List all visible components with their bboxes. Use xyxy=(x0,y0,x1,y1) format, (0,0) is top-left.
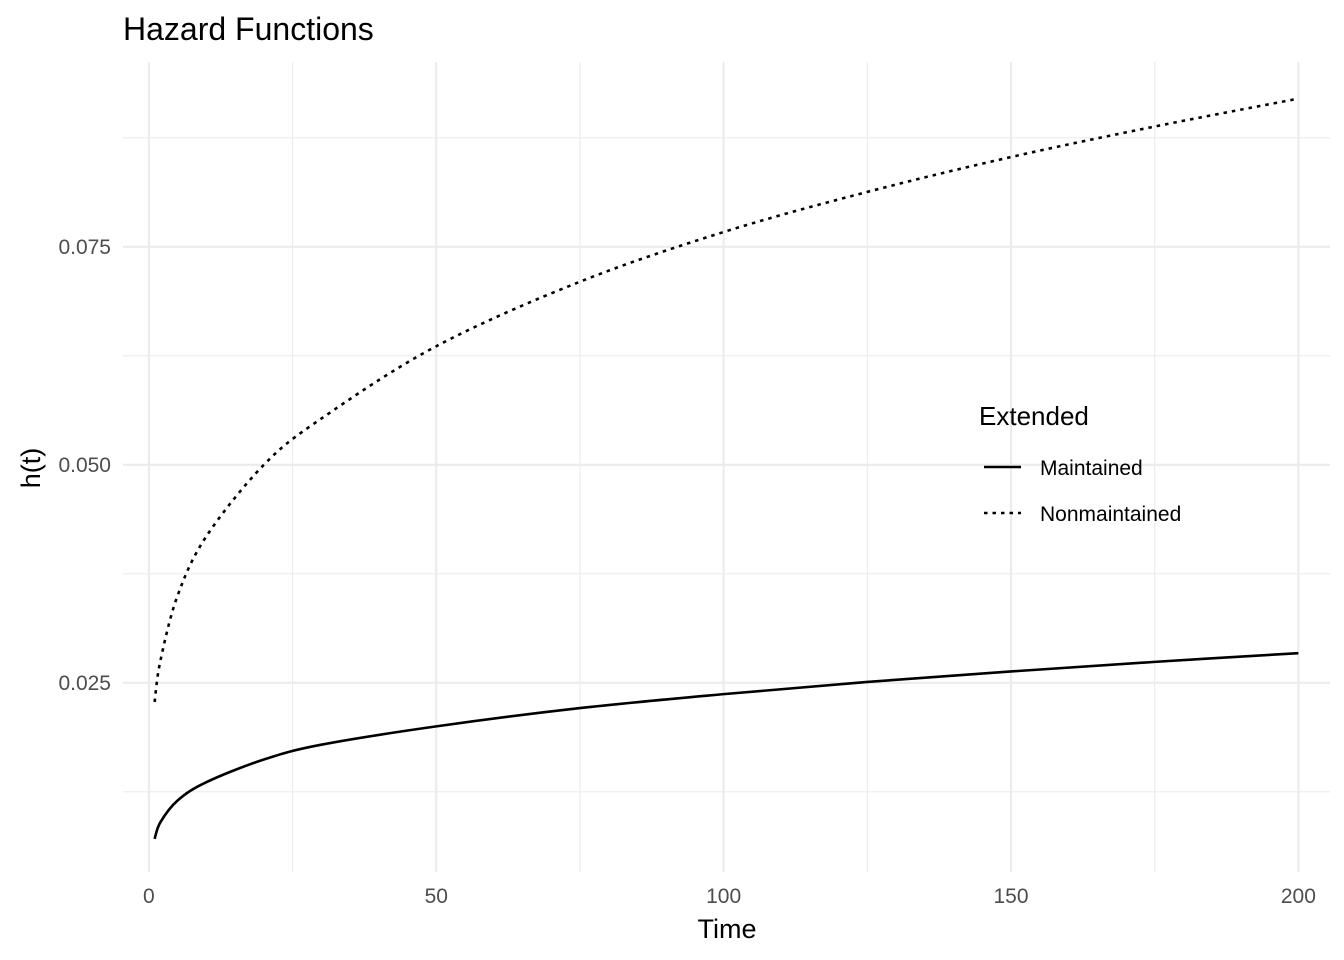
grid xyxy=(123,62,1330,872)
y-axis-title: h(t) xyxy=(16,448,46,489)
x-axis-title: Time xyxy=(698,914,757,944)
tick-labels: 0 50 100 150 200 0.025 0.050 0.075 xyxy=(58,236,1315,908)
y-tick-label: 0.025 xyxy=(58,672,111,695)
x-tick-label: 200 xyxy=(1281,885,1316,908)
x-tick-label: 50 xyxy=(425,885,448,908)
series-layer xyxy=(153,97,1299,840)
y-tick-label: 0.050 xyxy=(58,454,111,477)
legend: Extended Maintained Nonmaintained xyxy=(979,401,1181,526)
legend-title: Extended xyxy=(979,401,1089,431)
chart-title: Hazard Functions xyxy=(123,11,374,47)
x-tick-label: 100 xyxy=(706,885,741,908)
x-tick-label: 150 xyxy=(993,885,1028,908)
x-tick-label: 0 xyxy=(143,885,155,908)
series-line-nonmaintained xyxy=(153,97,1299,703)
y-tick-label: 0.075 xyxy=(58,236,111,259)
legend-label-maintained: Maintained xyxy=(1040,457,1143,480)
series-line-maintained xyxy=(153,651,1299,840)
legend-label-nonmaintained: Nonmaintained xyxy=(1040,503,1181,526)
